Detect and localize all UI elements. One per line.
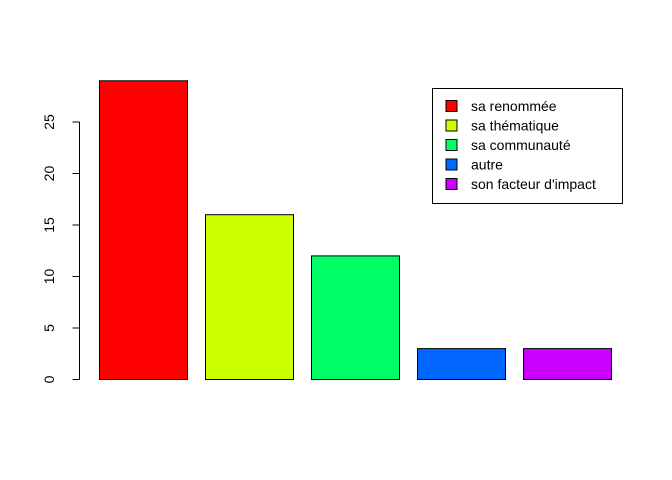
bar-2	[205, 214, 294, 380]
y-tick-label: 5	[41, 324, 57, 332]
legend: sa renommée sa thématique sa communauté aut…	[432, 88, 623, 204]
bar-5	[523, 348, 612, 381]
bar-1	[99, 80, 188, 381]
legend-swatch	[445, 100, 458, 112]
legend-label: sa communauté	[471, 137, 571, 153]
bar-3	[311, 255, 400, 380]
legend-swatch	[445, 158, 458, 171]
legend-label: sa thématique	[471, 118, 559, 134]
legend-label: son facteur d'impact	[471, 176, 596, 192]
bars-group	[99, 80, 612, 381]
y-axis: 0 5 10 15 20 25	[41, 114, 80, 383]
legend-swatch	[445, 139, 458, 151]
y-tick-label: 10	[41, 269, 57, 285]
bar-4	[417, 348, 506, 381]
y-tick-label: 25	[41, 114, 57, 130]
y-tick-label: 0	[41, 375, 57, 383]
legend-label: autre	[471, 157, 503, 173]
legend-swatch	[445, 178, 458, 190]
legend-label: sa renommée	[471, 98, 557, 114]
legend-box	[432, 88, 623, 204]
legend-swatch	[445, 119, 458, 132]
y-tick-label: 20	[41, 166, 57, 182]
y-tick-label: 15	[41, 217, 57, 233]
